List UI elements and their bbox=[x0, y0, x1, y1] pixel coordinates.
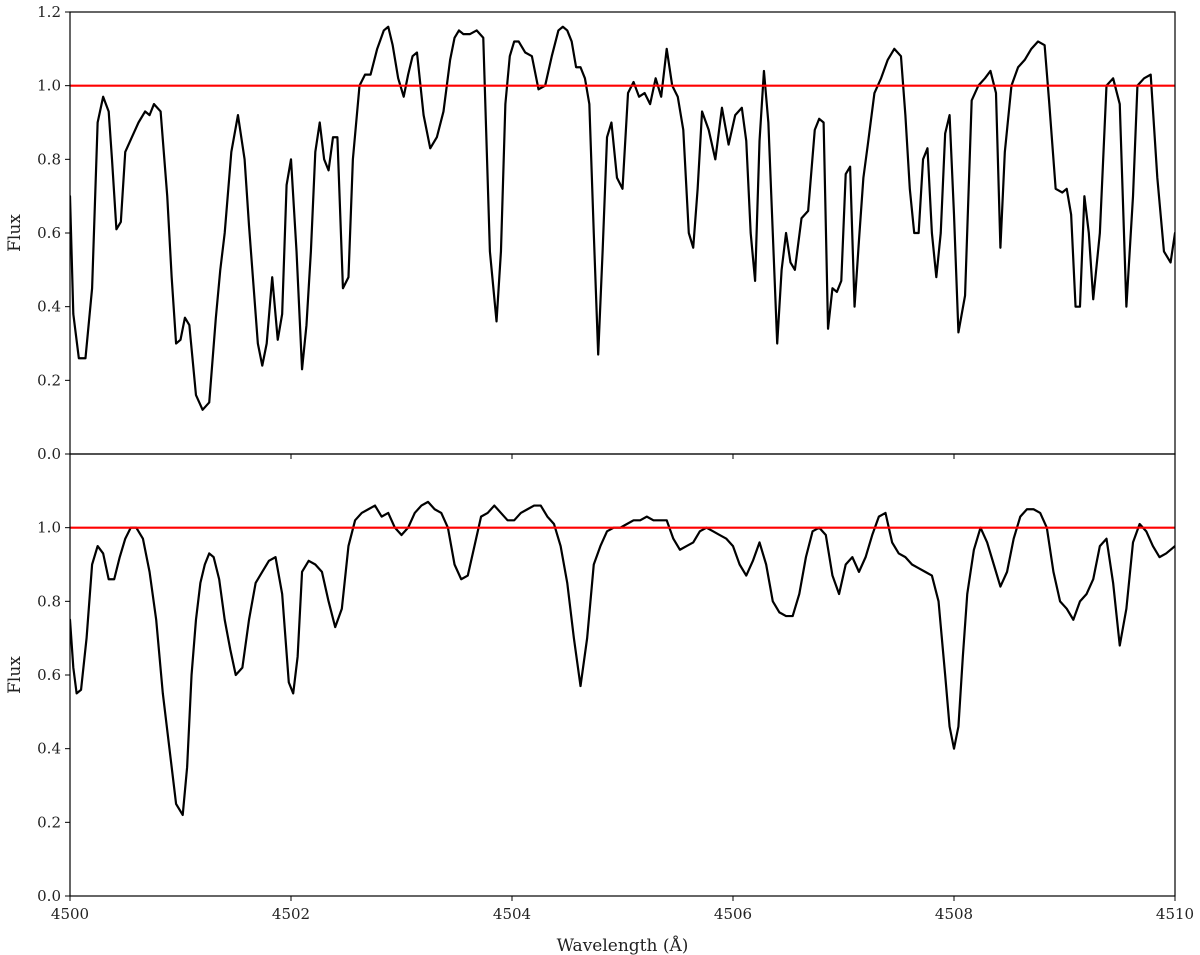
plot-frame-top bbox=[69, 11, 1176, 455]
y-tick-label-top: 0.0 bbox=[37, 445, 61, 463]
x-tick-label: 4506 bbox=[714, 905, 752, 923]
x-tick-label: 4510 bbox=[1156, 905, 1194, 923]
y-tick-label-bottom: 0.4 bbox=[37, 740, 61, 758]
y-tick-label-bottom: 0.0 bbox=[37, 887, 61, 905]
y-tick-label-bottom: 0.8 bbox=[37, 592, 61, 610]
spectrum-line-bottom bbox=[70, 500, 1175, 817]
x-tick-label: 4504 bbox=[493, 905, 531, 923]
y-tick-label-bottom: 0.2 bbox=[37, 813, 61, 831]
y-tick-label-bottom: 1.0 bbox=[37, 519, 61, 537]
x-tick-label: 4500 bbox=[51, 905, 89, 923]
y-axis-label-top: Flux bbox=[5, 214, 25, 252]
x-tick-label: 4508 bbox=[935, 905, 973, 923]
x-tick-label: 4502 bbox=[272, 905, 310, 923]
y-tick-label-top: 0.8 bbox=[37, 150, 61, 168]
x-axis-label: Wavelength (Å) bbox=[557, 935, 689, 955]
y-axis-label-bottom: Flux bbox=[5, 656, 25, 694]
y-tick-label-top: 0.6 bbox=[37, 224, 61, 242]
spectrum-line-top bbox=[70, 25, 1175, 411]
bottom-panel: 0.0 0.2 0.4 0.6 0.8 1.0 4500 4502 4504 4506 4508 45… bbox=[5, 453, 1194, 955]
y-tick-label-top: 0.4 bbox=[37, 298, 61, 316]
y-tick-label-top: 1.2 bbox=[37, 3, 61, 21]
y-tick-label-bottom: 0.6 bbox=[37, 666, 61, 684]
y-tick-label-top: 1.0 bbox=[37, 77, 61, 95]
y-tick-label-top: 0.2 bbox=[37, 371, 61, 389]
top-panel: 0.0 0.2 0.4 0.6 0.8 1.0 1.2 Flux bbox=[5, 3, 1176, 463]
